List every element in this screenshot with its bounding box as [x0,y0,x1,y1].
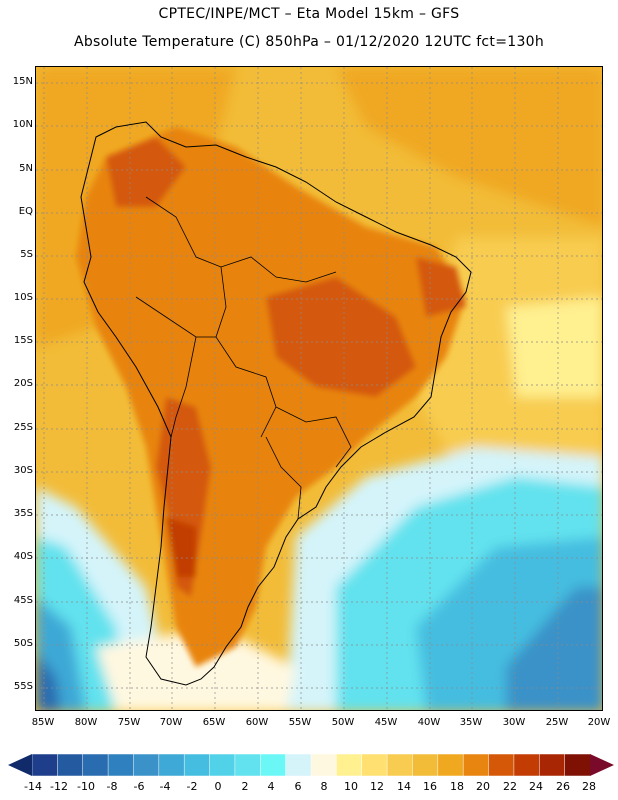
colorbar-label: 24 [529,780,543,793]
colorbar-cell [462,753,490,777]
colorbar-label: 28 [582,780,596,793]
lat-label: 20S [13,378,33,389]
colorbar-cell [158,753,185,777]
colorbar-label: 10 [344,780,358,793]
lon-label: 20W [587,717,611,728]
chart-title-line2: Absolute Temperature (C) 850hPa – 01/12/… [73,34,545,50]
colorbar-cell [336,753,363,777]
temperature-map [35,66,603,711]
map-canvas [36,67,602,710]
colorbar-label: -10 [77,780,95,793]
lat-label: 5S [20,249,33,260]
colorbar-cell [285,753,312,777]
colorbar-label: 4 [267,780,275,793]
field-brazil-hot [266,277,416,397]
colorbar-cell [107,753,135,777]
field-warm-ne [336,67,602,227]
colorbar-cell [412,753,439,777]
field-ne-hot [416,257,466,317]
colorbar-cell [564,753,591,777]
field-coldest-pacific [36,652,61,710]
colorbar-label: -14 [24,780,42,793]
lat-label: 15S [13,335,33,346]
lat-label: 55S [13,681,33,692]
colorbar-high-arrow [590,754,614,776]
colorbar-label: -2 [186,780,198,793]
lat-label: 10N [12,119,33,130]
lon-label: 25W [545,717,569,728]
colorbar-label: 6 [294,780,302,793]
colorbar [8,753,614,777]
lat-label: 50S [13,638,33,649]
colorbar-cell [31,753,59,777]
lon-label: 45W [374,717,398,728]
lat-label: 40S [13,551,33,562]
colorbar-cell [488,753,515,777]
colorbar-cell [82,753,109,777]
lon-label: 60W [245,717,269,728]
colorbar-cell [133,753,160,777]
field-pale-south [96,627,296,710]
colorbar-cell [57,753,84,777]
lat-label: 30S [13,465,33,476]
colorbar-cell [234,753,262,777]
colorbar-label: 18 [450,780,464,793]
lat-label: 35S [13,508,33,519]
field-atlantic-light [506,297,602,397]
colorbar-cell [260,753,287,777]
chart-title-line1: CPTEC/INPE/MCT – Eta Model 15km – GFS [158,6,460,22]
colorbar-cell [209,753,236,777]
colorbar-label: -12 [50,780,68,793]
lon-label: 30W [502,717,526,728]
lon-label: 55W [288,717,312,728]
lon-label: 50W [331,717,355,728]
lat-label: 5N [19,163,33,174]
colorbar-cell [437,753,464,777]
colorbar-label: -6 [133,780,145,793]
field-coldest-atlantic [506,587,602,710]
colorbar-cell [361,753,388,777]
lat-label: 45S [13,595,33,606]
lat-label: EQ [18,206,33,217]
lat-label: 10S [13,292,33,303]
field-patagonia-core [166,517,196,577]
colorbar-label: 20 [476,780,490,793]
lon-label: 65W [202,717,226,728]
lon-label: 85W [31,717,55,728]
colorbar-cell [513,753,541,777]
colorbar-label: -8 [106,780,118,793]
colorbar-label: 8 [320,780,328,793]
field-north-hot [106,137,186,207]
colorbar-cell [310,753,338,777]
lon-label: 40W [417,717,441,728]
colorbar-label: 22 [503,780,517,793]
colorbar-label: 16 [423,780,437,793]
colorbar-cell [183,753,211,777]
colorbar-label: 12 [370,780,384,793]
colorbar-label: -4 [159,780,171,793]
colorbar-low-arrow [8,754,32,776]
colorbar-label: 26 [556,780,570,793]
lon-label: 35W [459,717,483,728]
colorbar-cells [31,753,591,777]
colorbar-cell [386,753,414,777]
lat-label: 25S [13,422,33,433]
colorbar-label: 2 [241,780,249,793]
colorbar-label: 0 [214,780,222,793]
lon-label: 75W [117,717,141,728]
colorbar-label: 14 [397,780,411,793]
lat-label: 15N [12,76,33,87]
lon-label: 70W [159,717,183,728]
lon-label: 80W [74,717,98,728]
country-borders [135,196,352,520]
colorbar-cell [539,753,566,777]
